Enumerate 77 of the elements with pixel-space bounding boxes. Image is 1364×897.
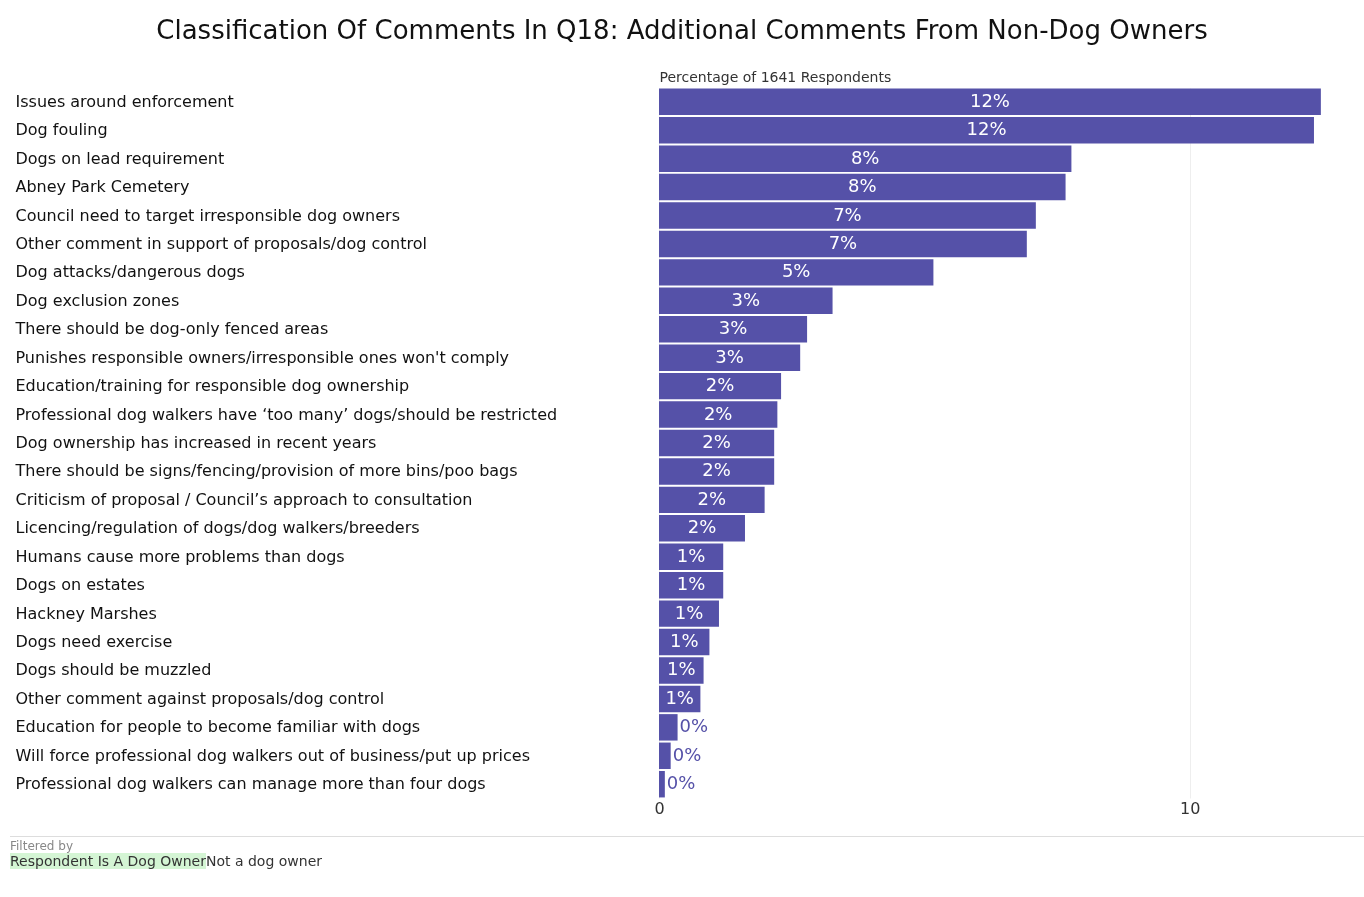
y-tick-label: Punishes responsible owners/irresponsible ones won't comply <box>15 347 510 367</box>
data-label: 1% <box>674 601 704 623</box>
bar <box>659 714 678 741</box>
y-tick-label: Professional dog walkers have ‘too many’ dogs/should be restricted <box>15 404 558 424</box>
data-label: 1% <box>676 573 706 595</box>
y-tick-label: Dog ownership has increased in recent years <box>15 433 377 452</box>
y-tick-label: Will force professional dog walkers out of business/put up prices <box>15 745 530 765</box>
data-label: 8% <box>850 146 880 168</box>
data-label: 2% <box>702 459 731 481</box>
y-tick-label: There should be signs/fencing/provision of more bins/poo bags <box>14 461 518 481</box>
bar <box>659 600 719 627</box>
text: Filtered by <box>10 839 74 853</box>
x-axis-title: Percentage of 1641 Respondents <box>659 68 892 85</box>
data-label: 2% <box>705 374 735 396</box>
data-label: 5% <box>781 260 811 282</box>
bar <box>659 458 775 485</box>
data-label: 7% <box>833 203 862 225</box>
data-label: 0% <box>666 772 696 794</box>
data-label: 2% <box>703 402 733 424</box>
data-label: 1% <box>676 544 706 566</box>
y-tick-label: Other comment against proposals/dog control <box>15 688 385 708</box>
y-tick-label: Hackney Marshes <box>15 603 157 623</box>
data-label: 2% <box>702 431 731 452</box>
data-label: 1% <box>665 686 694 708</box>
bar <box>659 230 1027 258</box>
data-label: 3% <box>715 345 744 367</box>
y-tick-label: Dogs need exercise <box>15 632 173 652</box>
y-tick-label: Licencing/regulation of dogs/dog walkers/breeders <box>15 518 420 538</box>
bar <box>659 515 745 542</box>
data-label: 8% <box>848 175 877 197</box>
data-label: 0% <box>679 715 709 737</box>
bar <box>659 429 775 457</box>
bar <box>659 372 782 400</box>
data-label: 1% <box>669 630 699 652</box>
y-tick-label: Dog attacks/dangerous dogs <box>15 262 245 282</box>
y-tick-label: Professional dog walkers can manage more than four dogs <box>15 774 486 794</box>
y-tick-label: Humans cause more problems than dogs <box>15 546 345 566</box>
y-tick-label: Criticism of proposal / Council’s approach to consultation <box>15 489 473 509</box>
data-label: 7% <box>828 231 858 253</box>
y-tick-label: Dog exclusion zones <box>15 290 180 310</box>
data-label: 2% <box>687 516 717 538</box>
y-tick-label: Dogs on estates <box>15 575 145 595</box>
bar <box>659 742 671 769</box>
y-tick-label: Abney Park Cemetery <box>15 177 190 197</box>
data-label: 3% <box>731 288 761 310</box>
y-tick-label: Dog fouling <box>15 120 108 140</box>
chart-title: Classification Of Comments In Q18: Additional Comments From Non-Dog Owners <box>156 15 1208 45</box>
y-tick-label: Dogs should be muzzled <box>15 660 212 680</box>
bar <box>659 88 1321 116</box>
text: Respondent Is A Dog Owner <box>10 853 206 869</box>
bar <box>659 202 1036 229</box>
y-tick-label: Council need to target irresponsible dog owners <box>15 205 400 225</box>
bar <box>659 770 665 798</box>
y-tick-label: Dogs on lead requirement <box>15 148 225 168</box>
data-label: 3% <box>718 317 748 339</box>
data-label: 2% <box>697 487 727 509</box>
data-label: 12% <box>966 118 1007 140</box>
bar <box>659 316 808 343</box>
bar <box>659 117 1314 144</box>
data-label: 1% <box>667 658 696 680</box>
bar <box>659 401 778 428</box>
bar <box>659 344 801 371</box>
data-label: 12% <box>969 89 1010 111</box>
bar <box>659 145 1072 172</box>
y-tick-label: Issues around enforcement <box>15 91 234 111</box>
bar <box>659 486 765 514</box>
data-label: 0% <box>672 743 702 765</box>
y-tick-label: Education for people to become familiar with dogs <box>15 717 421 737</box>
bar <box>659 173 1066 201</box>
x-tick-label: 10 <box>1180 798 1201 818</box>
bar <box>659 287 833 315</box>
y-tick-label: Education/training for responsible dog ownership <box>15 376 410 396</box>
y-tick-label: There should be dog-only fenced areas <box>14 319 329 339</box>
text: Not a dog owner <box>205 853 323 869</box>
x-tick-label: 0 <box>654 798 665 818</box>
y-tick-label: Other comment in support of proposals/dog control <box>15 233 427 253</box>
bar <box>659 259 934 286</box>
